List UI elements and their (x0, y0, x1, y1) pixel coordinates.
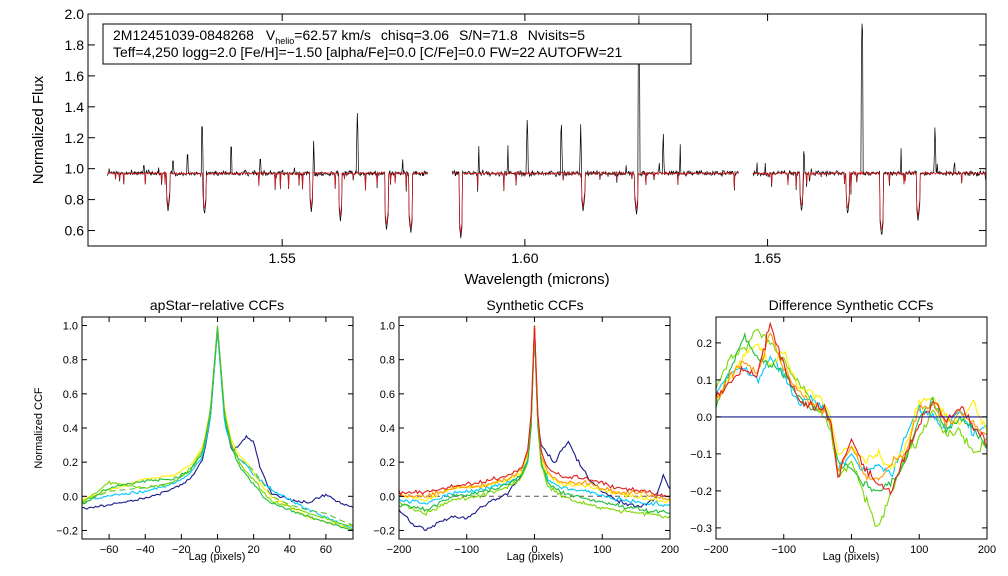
synthetic-fit-line-chip-1 (107, 170, 429, 229)
y-tick-label: −0.3 (690, 523, 712, 535)
y-tick-label: 1.0 (63, 320, 78, 332)
synthetic-ccf-plot-content (399, 325, 670, 531)
vhelio-value: =62.57 km/s (294, 27, 371, 43)
x-tick-label: 60 (320, 544, 332, 556)
synthetic-ccf-axis-ticks: −200 −100 0 100 200 −0.2 0.0 0.2 0.4 0.6 0.8 1.0 (373, 317, 679, 556)
synthetic-fit-line-chip-3 (752, 170, 986, 231)
difference_ccf-series-visit-6 (716, 321, 987, 496)
synthetic-fit-line-chip-2 (451, 170, 739, 234)
spectrum-annotation-line2: Teff=4,250 logg=2.0 [Fe/H]=−1.50 [alpha/… (113, 44, 622, 60)
x-tick-label: 20 (248, 544, 260, 556)
spectrum-annotation-box (102, 23, 692, 65)
x-tick-label: −100 (771, 544, 796, 556)
x-tick-label: 200 (978, 544, 996, 556)
synthetic_ccf-series-group (399, 325, 670, 531)
y-tick-label: 0.8 (63, 355, 78, 367)
apstar_ccf-series-mean (82, 327, 353, 526)
x-tick-label: 200 (661, 544, 679, 556)
spectrum-ylabel: Normalized Flux (30, 75, 47, 184)
y-tick-label: −0.2 (373, 525, 395, 537)
apstar-ccf-xlabel: Lag (pixels) (189, 551, 246, 563)
x-tick-label: −20 (172, 544, 191, 556)
spectrum-plot-content (107, 15, 986, 239)
difference-ccf-panel: −200 −100 0 100 200 −0.3 −0.2 −0.1 0.0 0.1 0.2 Dif… (690, 297, 996, 563)
spectrum-annotation-line1: 2M12451039-0848268 Vhelio=62.57 km/s chisq… (113, 27, 585, 46)
spectrum-plot-frame (87, 13, 987, 247)
difference-ccf-axis-ticks: −200 −100 0 100 200 −0.3 −0.2 −0.1 0.0 0.1 0.2 (690, 317, 996, 556)
y-tick-label: −0.2 (56, 525, 78, 537)
apstar-ccf-panel: −60 −40 −20 0 20 40 60 −0.2 0.0 0.2 0.4 0.6 0.8 1.0 a… (33, 297, 354, 563)
synthetic-ccf-xlabel: Lag (pixels) (507, 551, 564, 563)
observed-spectrum-line-chip-2 (451, 15, 739, 239)
x-tick-label: 1.55 (269, 250, 296, 266)
x-tick-label: 100 (910, 544, 928, 556)
difference_ccf-series-visit-3 (716, 329, 987, 528)
star-id: 2M12451039-0848268 (113, 27, 254, 43)
x-tick-label: 100 (593, 544, 611, 556)
y-tick-label: 0.6 (63, 389, 78, 401)
x-tick-label: 0 (214, 544, 220, 556)
y-tick-label: 1.6 (65, 68, 85, 84)
apstar-ccf-title: apStar−relative CCFs (150, 297, 284, 313)
synthetic-ccf-title: Synthetic CCFs (486, 297, 583, 313)
y-tick-label: −0.1 (690, 449, 712, 461)
x-tick-label: −60 (100, 544, 119, 556)
apstar-ccf-plot-content (82, 325, 353, 531)
y-tick-label: 1.2 (65, 130, 85, 146)
y-tick-label: 0.2 (380, 457, 395, 469)
x-tick-label: −200 (704, 544, 729, 556)
x-tick-label: −100 (454, 544, 479, 556)
y-tick-label: 0.6 (380, 389, 395, 401)
y-tick-label: 1.0 (65, 161, 85, 177)
spectrum-axis-ticks: 1.55 1.60 1.65 0.6 0.8 1.0 1.2 1.4 1.6 1.8 2.0 (65, 6, 986, 266)
apstar-ccf-axis-ticks: −60 −40 −20 0 20 40 60 −0.2 0.0 0.2 0.4 0.6 0.8 1.0 (56, 317, 353, 556)
y-tick-label: 0.4 (63, 423, 78, 435)
y-tick-label: 0.2 (697, 338, 712, 350)
difference_ccf-series-visit-1 (716, 355, 987, 478)
y-tick-label: 1.0 (380, 320, 395, 332)
apstar_ccf-series-visit-4 (82, 325, 353, 528)
y-tick-label: 0.8 (65, 192, 85, 208)
y-tick-label: 0.8 (380, 355, 395, 367)
synthetic-ccf-panel: −200 −100 0 100 200 −0.2 0.0 0.2 0.4 0.6 0.8 1.0 Sy… (373, 297, 679, 563)
y-tick-label: 0.1 (697, 375, 712, 387)
difference_ccf-series-visit-5 (716, 332, 987, 481)
apstar_ccf-series-group (82, 325, 353, 531)
y-tick-label: 0.4 (380, 423, 395, 435)
synthetic_ccf-series-visit-6 (399, 325, 670, 498)
x-tick-label: 0 (531, 544, 537, 556)
x-tick-label: 1.65 (754, 250, 781, 266)
difference_ccf-series-group (716, 321, 987, 528)
x-tick-label: 0 (848, 544, 854, 556)
y-tick-label: 0.0 (63, 491, 78, 503)
nvisits-value: Nvisits=5 (528, 27, 585, 43)
snr-value: S/N=71.8 (459, 27, 518, 43)
y-tick-label: 0.2 (63, 457, 78, 469)
spectrum-xlabel: Wavelength (microns) (464, 271, 609, 288)
y-tick-label: 0.0 (697, 412, 712, 424)
y-tick-label: 0.0 (380, 491, 395, 503)
vhelio-subscript: helio (275, 36, 294, 46)
spectrum-series-group (107, 15, 986, 239)
y-tick-label: −0.2 (690, 486, 712, 498)
apstar-ccf-ylabel: Normalized CCF (33, 387, 45, 469)
vhelio-label: V (266, 27, 276, 43)
chisq-value: chisq=3.06 (381, 27, 449, 43)
x-tick-label: 1.60 (511, 250, 538, 266)
difference-ccf-plot-content (716, 321, 987, 528)
x-tick-label: 40 (284, 544, 296, 556)
difference-ccf-xlabel: Lag (pixels) (823, 551, 880, 563)
y-tick-label: 0.6 (65, 223, 85, 239)
y-tick-label: 1.8 (65, 37, 85, 53)
x-tick-label: −40 (136, 544, 155, 556)
y-tick-label: 1.4 (65, 99, 85, 115)
difference-ccf-title: Difference Synthetic CCFs (769, 297, 934, 313)
y-tick-label: 2.0 (65, 6, 85, 22)
x-tick-label: −200 (387, 544, 412, 556)
spectrum-panel: 1.55 1.60 1.65 0.6 0.8 1.0 1.2 1.4 1.6 1.8 2.0 Wav… (30, 6, 987, 288)
